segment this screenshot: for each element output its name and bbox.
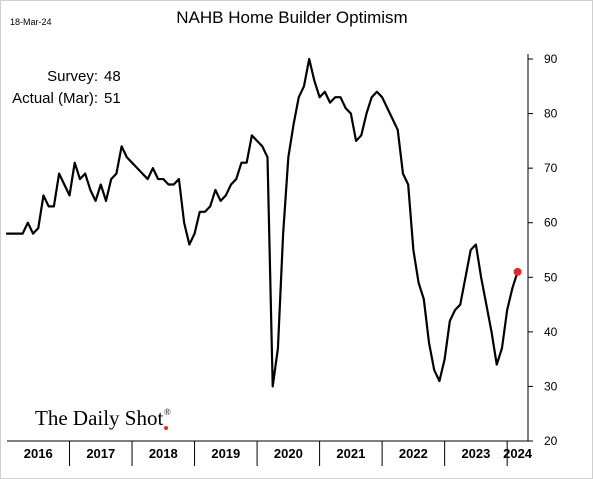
- x-tick-label: 2021: [336, 446, 365, 461]
- brand-mark: ®: [164, 407, 171, 417]
- actual-value: 51: [104, 90, 121, 107]
- x-tick-label: 2022: [399, 446, 428, 461]
- latest-point-marker: [513, 267, 522, 276]
- tick-labels: 20 30 40 50 60 70 80 90 2016 2017 2018 2019 2020 2021…: [24, 52, 558, 461]
- x-tick-label: 2019: [211, 446, 240, 461]
- series-layer: [5, 57, 522, 388]
- brand-name: The Daily Shot: [35, 406, 163, 430]
- y-tick-label: 50: [544, 270, 558, 284]
- axes: [7, 54, 533, 466]
- y-tick-label: 80: [544, 107, 558, 121]
- x-tick-label: 2017: [86, 446, 115, 461]
- y-tick-label: 40: [544, 325, 558, 339]
- y-tick-label: 60: [544, 216, 558, 230]
- chart-date: 18-Mar-24: [10, 17, 52, 27]
- x-tick-label: 2016: [24, 446, 53, 461]
- actual-label: Actual (Mar):: [12, 90, 98, 107]
- x-tick-label: 2018: [149, 446, 178, 461]
- y-tick-label: 20: [544, 434, 558, 448]
- y-tick-label: 70: [544, 161, 558, 175]
- x-tick-label: 2023: [461, 446, 490, 461]
- brand-logo: The Daily Shot ®: [35, 406, 171, 430]
- y-tick-label: 90: [544, 52, 558, 66]
- survey-label: Survey:: [47, 68, 98, 85]
- series-line: [5, 57, 519, 388]
- survey-value: 48: [104, 68, 121, 85]
- x-tick-label: 2024: [503, 446, 533, 461]
- x-tick-label: 2020: [274, 446, 303, 461]
- y-tick-label: 30: [544, 379, 558, 393]
- chart-title: NAHB Home Builder Optimism: [176, 8, 407, 27]
- brand-dot: [164, 426, 168, 430]
